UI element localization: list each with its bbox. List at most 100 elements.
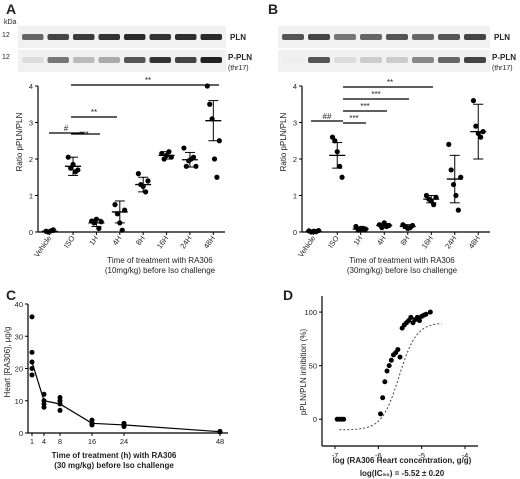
y-tick-label: 0	[19, 429, 23, 438]
x-tick-label: -6	[375, 451, 382, 460]
data-point	[448, 167, 454, 173]
x-tick-label: 1	[30, 437, 34, 446]
data-point	[473, 123, 479, 129]
data-point	[122, 207, 128, 213]
data-point	[114, 211, 121, 217]
data-point	[433, 194, 439, 200]
data-point	[332, 138, 338, 144]
data-point	[216, 138, 222, 144]
x-tick-label: 1H	[87, 234, 100, 247]
data-point	[119, 227, 125, 233]
ylabel-c: Heart [RA306], µg/g	[3, 327, 12, 398]
blot-band	[73, 34, 95, 40]
data-point	[135, 171, 141, 177]
data-point	[117, 220, 123, 226]
y-tick-label: 2	[293, 155, 297, 164]
panel-b-letter: B	[268, 1, 278, 17]
data-point	[98, 219, 104, 225]
panel-a-letter: A	[6, 1, 16, 17]
blot-band	[438, 34, 460, 40]
data-point	[121, 422, 127, 428]
data-point	[217, 429, 223, 435]
data-point	[455, 207, 461, 213]
ylabel-d: pPLN/PLN inhibition (%)	[299, 329, 308, 416]
y-tick-label: 0	[29, 228, 33, 237]
fit-curve	[339, 323, 442, 431]
data-point	[431, 202, 437, 208]
data-point	[423, 311, 429, 317]
blot-band	[73, 57, 95, 63]
blot-pln-a	[18, 26, 226, 48]
data-point	[211, 156, 218, 162]
y-tick-label: 40	[15, 300, 23, 309]
sig-16h-b: **	[387, 78, 393, 87]
data-point	[384, 368, 390, 374]
y-tick-label: 50	[309, 362, 317, 371]
blot-band	[47, 34, 69, 40]
data-point	[93, 216, 100, 222]
data-point	[478, 134, 484, 140]
data-point	[50, 227, 56, 233]
ylabel-b: Ratio pPLN/PLN	[279, 112, 288, 171]
sig-1h-b: ***	[349, 114, 358, 123]
blot-band	[282, 34, 304, 40]
blot-ppln-a	[18, 50, 226, 72]
y-tick-label: 10	[15, 397, 23, 406]
x-tick-label: ISO	[62, 234, 77, 250]
ylabel-a: Ratio pPLN/PLN	[15, 112, 24, 171]
data-point	[140, 183, 146, 189]
data-point	[362, 226, 369, 232]
data-point	[112, 202, 118, 208]
x-tick-label: 4H	[111, 234, 124, 247]
blot-band	[412, 34, 434, 40]
pln-label-b: PLN	[494, 33, 510, 42]
data-point	[89, 422, 95, 428]
data-point	[204, 83, 210, 89]
x-tick-label: 16	[88, 437, 96, 446]
data-point	[378, 411, 383, 417]
data-point	[409, 222, 416, 229]
xlabel-d: log (RA306 Heart concentration, g/g)	[333, 456, 472, 465]
data-point	[41, 391, 47, 397]
ppln-label-b: P-PLN	[492, 53, 516, 62]
blot-band	[124, 57, 146, 63]
data-point	[41, 401, 47, 407]
y-tick-label: 30	[15, 332, 23, 341]
x-tick-label: 16H	[155, 234, 170, 250]
sig-48h-a: **	[145, 76, 151, 85]
data-point	[446, 141, 452, 147]
blot-band	[149, 57, 171, 63]
x-tick-label: Vehicle	[32, 234, 53, 259]
bands-pln-b	[282, 34, 486, 40]
sig-hash-b: ##	[323, 112, 332, 121]
data-point	[470, 98, 477, 104]
data-point	[480, 129, 486, 135]
x-tick-label: -5	[418, 451, 425, 460]
panel-b: B PLN P-PLN (thr17) 0 1 2 3 4 Vehicle ISO 1H 4H 8…	[268, 1, 516, 275]
x-tick-label: 24	[120, 437, 128, 446]
blot-band	[47, 57, 69, 63]
data-point	[450, 181, 457, 188]
pln-label-a: PLN	[230, 33, 246, 42]
ppln-sub-a: (thr17)	[228, 65, 249, 72]
ppln-sub-b: (thr17)	[492, 65, 513, 72]
data-point	[209, 116, 215, 122]
y-tick-label: 1	[29, 192, 33, 201]
data-point	[397, 354, 403, 360]
data-point	[382, 379, 388, 385]
x-tick-label: 48	[216, 437, 224, 446]
y-tick-label: 4	[29, 82, 33, 91]
data-point	[29, 359, 35, 365]
data-point	[181, 145, 187, 151]
blot-band	[360, 34, 382, 40]
x-tick-label: 4H	[375, 234, 388, 247]
y-tick-label: 1	[293, 192, 297, 201]
blot-pln-b	[278, 26, 490, 48]
blot-band	[386, 57, 408, 63]
xlabel-b-line2: (30mg/kg) before Iso challenge	[347, 266, 458, 275]
blot-band	[308, 57, 330, 63]
xlabel-b-line1: Time of treatment with RA306	[349, 256, 455, 265]
